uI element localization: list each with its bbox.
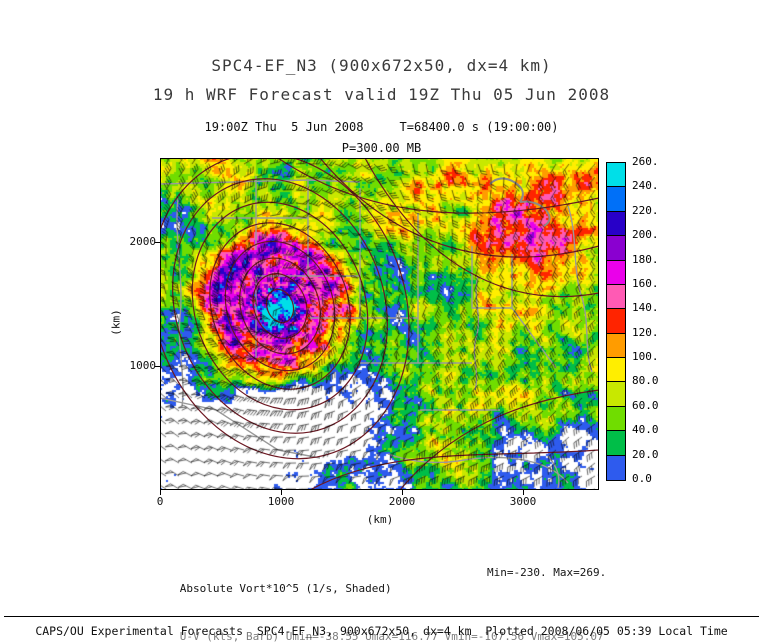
colorbar-tick-label: 20.0 (632, 447, 659, 461)
legend-line-barbs: U-V (kts, Barb) Umin=-38.55 Umax=116.77 … (140, 613, 604, 642)
y-tick-2000: 2000 (129, 235, 157, 248)
colorbar-tick-label: 120. (632, 325, 659, 339)
colorbar-segment (607, 187, 625, 212)
footer-text: CAPS/OU Experimental Forecasts SPC4-EF_N… (35, 624, 728, 638)
colorbar-labels: 260. 240. 220. 200. 180. 160. 140. 120. 100. 80.0… (632, 155, 676, 485)
footer-divider (4, 616, 759, 617)
x-axis-label: (km) (366, 513, 394, 526)
colorbar-tick-label: 140. (632, 301, 659, 315)
pressure-level-label: P=300.00 MB (341, 141, 422, 155)
colorbar-tick-label: 260. (632, 154, 659, 168)
colorbar-segment (607, 260, 625, 285)
x-tick-1000: 1000 (267, 495, 295, 508)
plot-subtitle: 19 h WRF Forecast valid 19Z Thu 05 Jun 2… (152, 85, 611, 104)
plot-title: SPC4-EF_N3 (900x672x50, dx=4 km) (211, 56, 552, 75)
legend-block: Absolute Vort*10^5 (1/s, Shaded) Min=-23… (140, 533, 607, 642)
colorbar-tick-label: 80.0 (632, 374, 659, 388)
colorbar-tick-label: 200. (632, 227, 659, 241)
colorbar-tick-label: 100. (632, 349, 659, 363)
colorbar-segment (607, 284, 625, 310)
x-tick-3000: 3000 (509, 495, 537, 508)
colorbar-segment (607, 455, 625, 480)
colorbar-segment (607, 309, 625, 334)
colorbar-segment (607, 211, 625, 237)
colorbar-segment (607, 431, 625, 456)
colorbar-segment (607, 358, 625, 383)
map-plot-area (155, 158, 599, 495)
colorbar-tick-label: 220. (632, 203, 659, 217)
colorbar-tick-label: 0.0 (632, 471, 652, 485)
colorbar-segment (607, 406, 625, 432)
x-tick-0: 0 (156, 495, 164, 508)
y-tick-1000: 1000 (129, 359, 157, 372)
colorbar (606, 162, 626, 481)
colorbar-segment (607, 236, 625, 261)
legend-barbs-label: U-V (kts, Barb) Umin=-38.55 Umax=116.77 … (179, 630, 604, 642)
wind-barbs-canvas (160, 158, 599, 490)
colorbar-tick-label: 240. (632, 179, 659, 193)
colorbar-tick-label: 60.0 (632, 398, 659, 412)
colorbar-tick-label: 160. (632, 276, 659, 290)
colorbar-segment (607, 163, 625, 188)
colorbar-segment (607, 382, 625, 407)
x-tick-2000: 2000 (388, 495, 416, 508)
legend-shaded-label: Absolute Vort*10^5 (1/s, Shaded) (179, 582, 392, 595)
colorbar-segment (607, 333, 625, 358)
legend-line-shaded: Absolute Vort*10^5 (1/s, Shaded) Min=-23… (140, 565, 607, 595)
colorbar-tick-label: 180. (632, 252, 659, 266)
legend-shaded-minmax: Min=-230. Max=269. (487, 566, 607, 579)
colorbar-tick-label: 40.0 (632, 423, 659, 437)
valid-time-line: 19:00Z Thu 5 Jun 2008 T=68400.0 s (19:00… (204, 120, 559, 134)
y-axis-label: (km) (109, 309, 123, 336)
